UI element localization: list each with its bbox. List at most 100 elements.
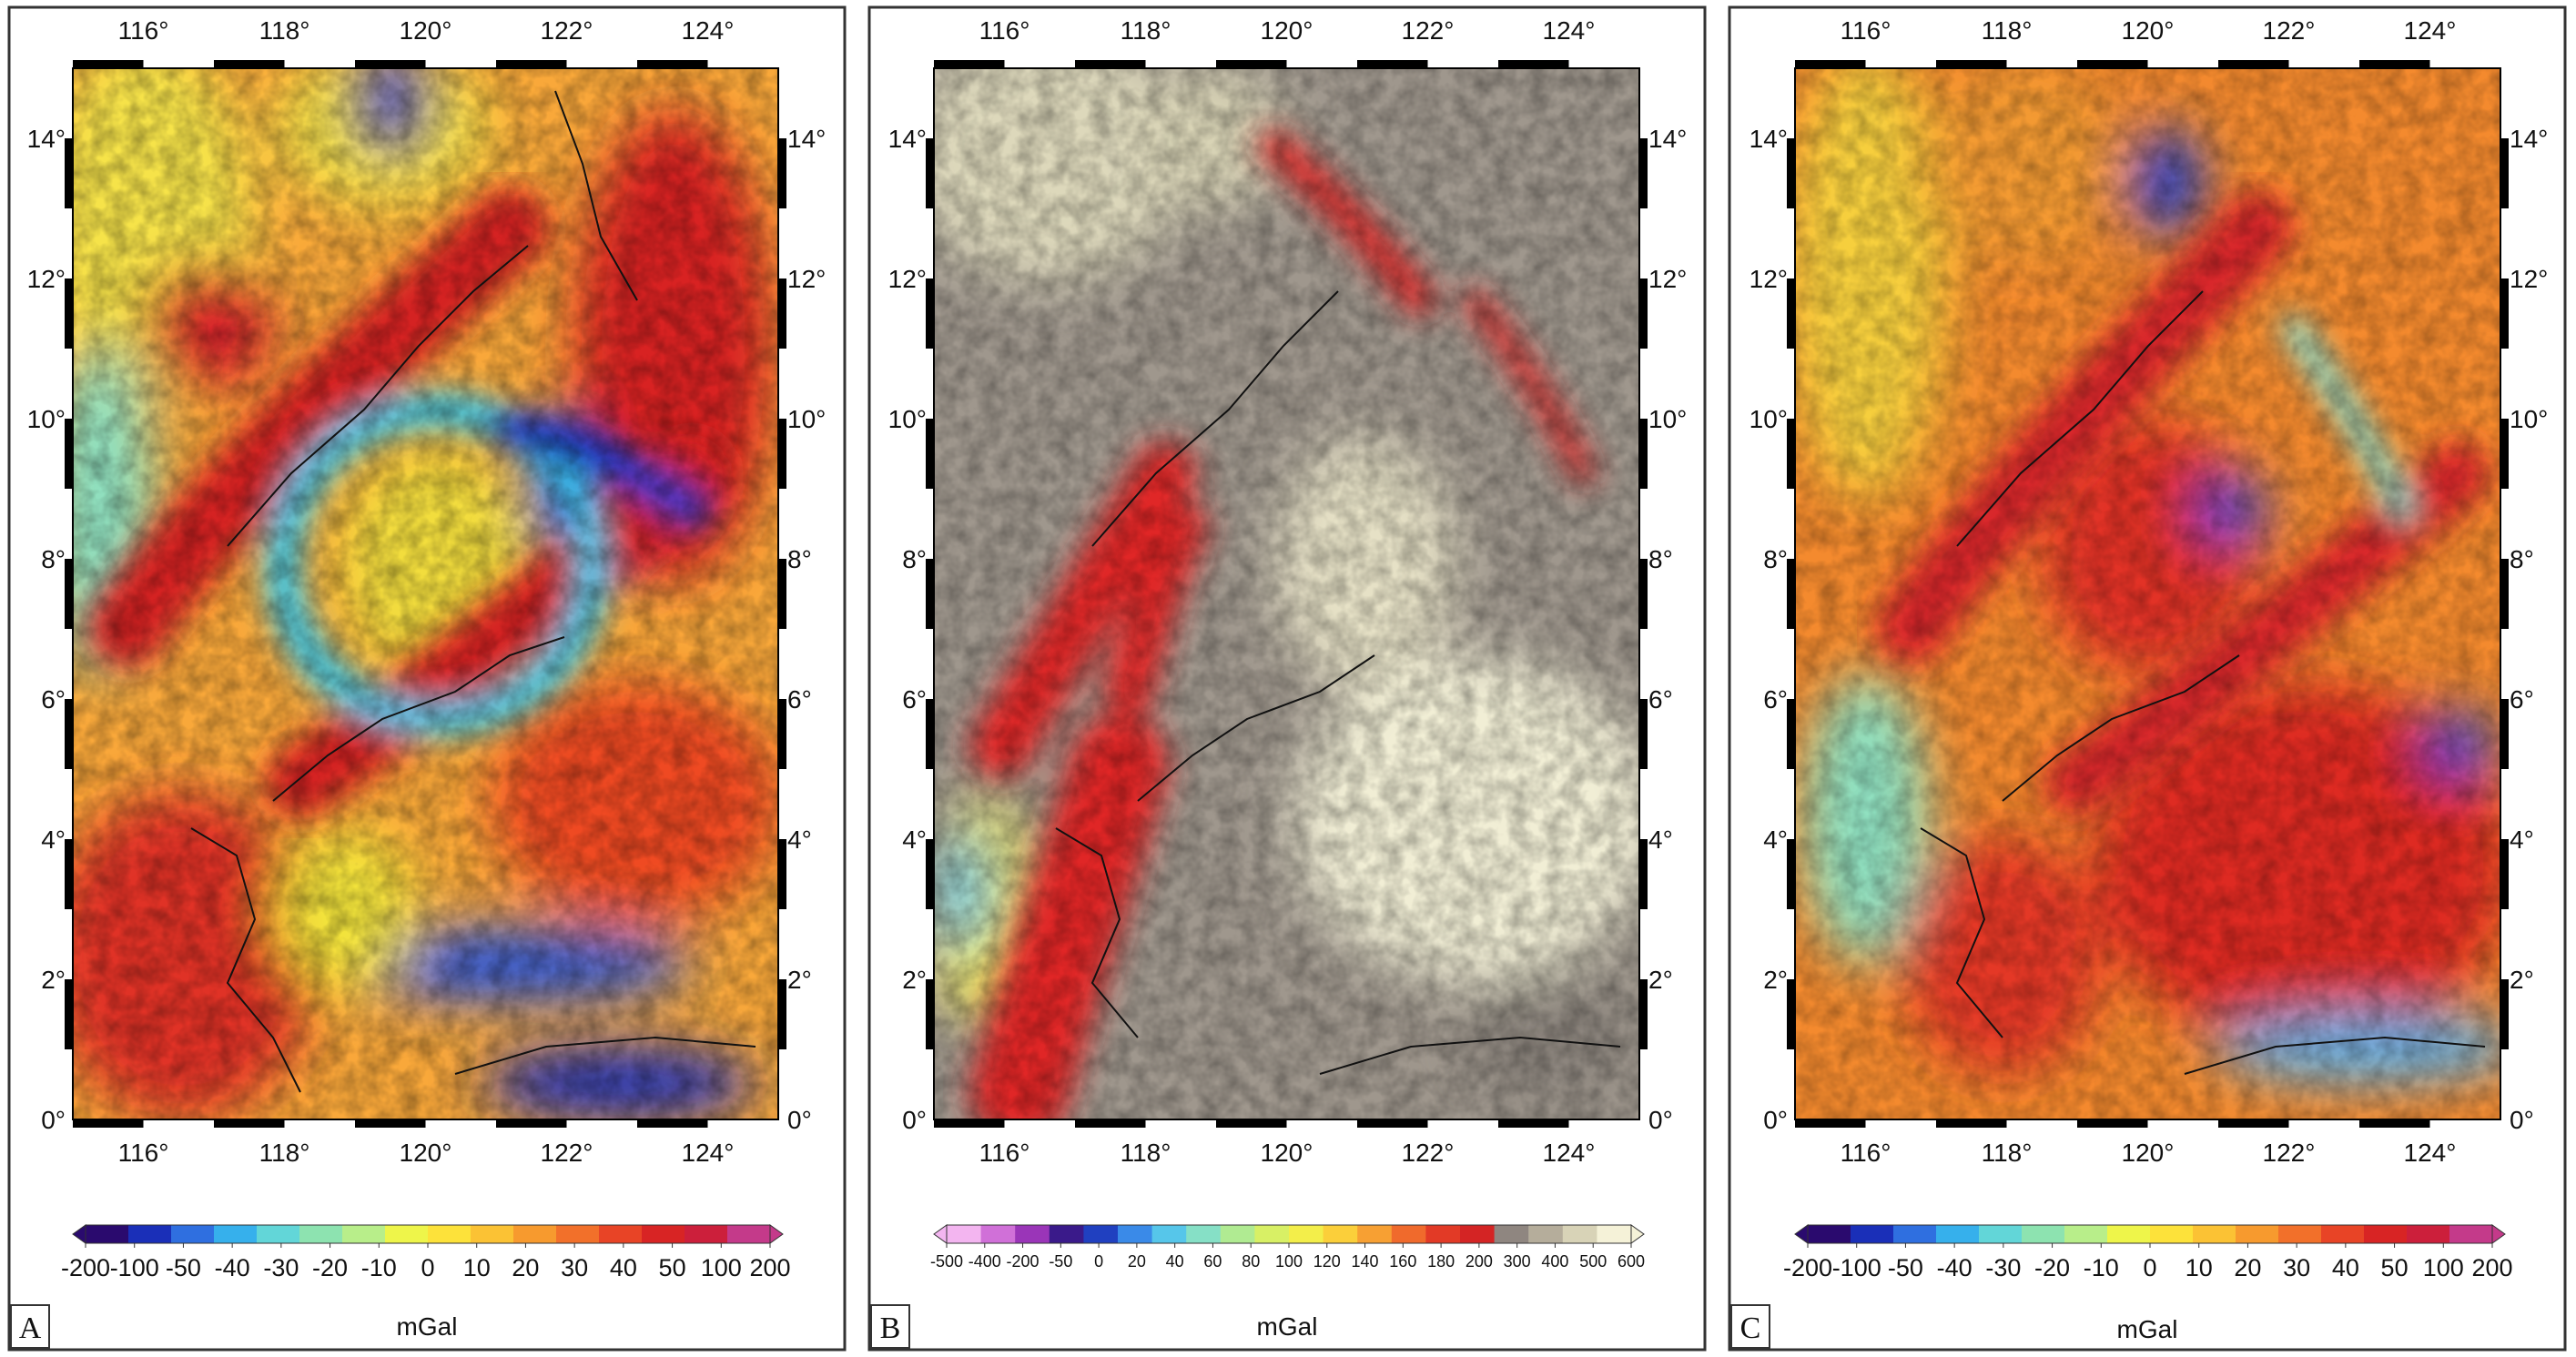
panel-c-colorbar-label: 30 <box>2283 1254 2310 1281</box>
panel-c-lon-top-tick: 118° <box>1982 16 2033 45</box>
panel-c-frame-bar <box>1936 1119 2007 1128</box>
panel-b-colorbar-label: 140 <box>1352 1252 1379 1271</box>
panel-b-colorbar-label: 40 <box>1166 1252 1184 1271</box>
panel-b-colorbar-label: 500 <box>1579 1252 1607 1271</box>
panel-c-frame-bar <box>2500 979 2509 1049</box>
panel-a-colorbar-swatch <box>685 1225 728 1243</box>
panel-b-lon-bottom-tick: 116° <box>979 1139 1030 1167</box>
panel-a-colorbar <box>72 1224 784 1248</box>
panel-a-lat-left-tick: 10° <box>27 405 66 433</box>
panel-c-lat-right-tick: 4° <box>2510 825 2534 854</box>
panel-b-frame-bar <box>1639 839 1648 909</box>
panel-a-colorbar-label: -50 <box>166 1254 201 1281</box>
panel-a-colorbar-high-arrow <box>769 1224 784 1244</box>
panel-a-lat-left-tick: 2° <box>41 966 66 994</box>
panel-a-lon-bottom-tick: 124° <box>682 1139 735 1167</box>
panel-c-lat-right-tick: 0° <box>2510 1106 2534 1134</box>
panel-c-frame-bar <box>2218 60 2289 68</box>
panel-a-lon-bottom: 116° 118° 120° 122° 124° <box>118 1139 735 1167</box>
panel-b-frame-bar <box>1216 1119 1287 1128</box>
panel-a-colorbar-swatch <box>727 1225 771 1243</box>
panel-a-frame-bar <box>496 1119 567 1128</box>
panel-c-colorbar-label: -200 <box>1783 1254 1832 1281</box>
panel-c-letter-box <box>1730 1304 1770 1349</box>
panel-c-frame-bar <box>2500 138 2509 208</box>
panel-a-colorbar-label: 200 <box>749 1254 790 1281</box>
panel-a-frame-bar <box>637 1119 708 1128</box>
panel-c-colorbar-high-arrow <box>2491 1224 2506 1244</box>
panel-c-lon-top-tick: 122° <box>2263 16 2316 45</box>
panel-a-colorbar-swatch <box>471 1225 514 1243</box>
panel-b-frame-bar <box>1639 559 1648 629</box>
panel-a-lon-top-tick: 122° <box>541 16 593 45</box>
panel-a-colorbar-swatch <box>257 1225 300 1243</box>
panel-c-colorbar-label: 10 <box>2186 1254 2213 1281</box>
panel-a-map <box>73 68 778 1119</box>
panel-b-lon-bottom-tick: 118° <box>1121 1139 1171 1167</box>
panel-b-lat-left-tick: 0° <box>902 1106 927 1134</box>
panel-b-frame <box>867 5 1707 1352</box>
panel-c-lon-top: 116° 118° 120° 122° 124° <box>1841 16 2457 45</box>
panel-c-colorbar-label: -30 <box>1985 1254 2021 1281</box>
panel-a-colorbar-label: -200 <box>61 1254 110 1281</box>
panel-a-lat-right-tick: 14° <box>787 125 826 153</box>
panel-b-lon-top: 116° 118° 120° 122° 124° <box>979 16 1596 45</box>
panel-c-lat-left-tick: 0° <box>1763 1106 1788 1134</box>
panel-c-colorbar <box>1794 1224 2506 1248</box>
panel-a-colorbar-label: 20 <box>512 1254 539 1281</box>
panel-c-frame-bar <box>1787 979 1795 1049</box>
panel-c-colorbar-label: -100 <box>1832 1254 1881 1281</box>
panel-a-colorbar-label: 100 <box>701 1254 742 1281</box>
panel-a-frame-bar <box>778 979 786 1049</box>
panel-b-colorbar-swatch <box>1220 1225 1255 1243</box>
panel-a-letter: A <box>19 1311 42 1345</box>
panel-a-frame <box>7 5 847 1352</box>
panel-c-lat-left-tick: 4° <box>1763 825 1788 854</box>
panel-b-frame-bar <box>926 278 934 349</box>
panel-c-colorbar-swatch <box>2321 1225 2365 1243</box>
panel-a-frame-bar <box>778 839 786 909</box>
panel-a-frame-bar <box>214 60 285 68</box>
panel-c-frame-bar <box>1787 559 1795 629</box>
panel-b-lat-left-tick: 8° <box>902 545 927 573</box>
panel-c-lat-right-tick: 12° <box>2510 265 2548 293</box>
panel-b-lat-right-tick: 8° <box>1648 545 1673 573</box>
panel-b-lat-right-tick: 12° <box>1648 265 1687 293</box>
panel-b-lat-left-tick: 2° <box>902 966 927 994</box>
panel-c-lat-left-tick: 2° <box>1763 966 1788 994</box>
panel-c-lat-right-tick: 8° <box>2510 545 2534 573</box>
panel-a-colorbar-label: -20 <box>312 1254 348 1281</box>
panel-a-lat-left-tick: 12° <box>27 265 66 293</box>
panel-c-frame-bar <box>2077 1119 2148 1128</box>
panel-b-colorbar-swatch <box>1391 1225 1426 1243</box>
panel-b-lon-bottom-tick: 120° <box>1261 1139 1313 1167</box>
panel-b-colorbar-swatch <box>1460 1225 1496 1243</box>
panel-a-colorbar-label: 30 <box>561 1254 588 1281</box>
panel-a-frame-bar <box>778 699 786 769</box>
panel-b-lon-top-tick: 124° <box>1543 16 1596 45</box>
panel-c-colorbar-swatch <box>2364 1225 2408 1243</box>
panel-b-colorbar-swatch <box>1186 1225 1222 1243</box>
panel-c-colorbar-label: 50 <box>2381 1254 2409 1281</box>
panel-b-colorbar-label: 0 <box>1094 1252 1103 1271</box>
panel-a-lon-top-tick: 120° <box>400 16 452 45</box>
panel-a-lat-right-tick: 6° <box>787 685 812 714</box>
panel-a-lat-left: 0° 2° 4° 6° 8° 10° 12° 14° <box>27 125 66 1134</box>
panel-b-lat-left-tick: 10° <box>888 405 927 433</box>
panel-b-colorbar-swatch <box>1425 1225 1461 1243</box>
panel-b-colorbar-label: 160 <box>1389 1252 1416 1271</box>
panel-c-lat-right-tick: 10° <box>2510 405 2548 433</box>
panel-c-colorbar-swatch <box>2193 1225 2236 1243</box>
panel-a-lat-right-tick: 2° <box>787 966 812 994</box>
panel-b-colorbar-swatch <box>1323 1225 1358 1243</box>
panel-b-colorbar-high-arrow <box>1630 1224 1645 1244</box>
panel-b-lat-left-tick: 14° <box>888 125 927 153</box>
panel-c-lat-right-tick: 6° <box>2510 685 2534 714</box>
panel-c-letter: C <box>1740 1311 1761 1345</box>
panel-b-colorbar-swatch <box>1049 1225 1084 1243</box>
panel-b-colorbar-swatch <box>1357 1225 1393 1243</box>
panel-a-colorbar-label: 40 <box>610 1254 637 1281</box>
panel-c-colorbar-swatch <box>1936 1225 1980 1243</box>
panel-b-frame-bar <box>1639 979 1648 1049</box>
